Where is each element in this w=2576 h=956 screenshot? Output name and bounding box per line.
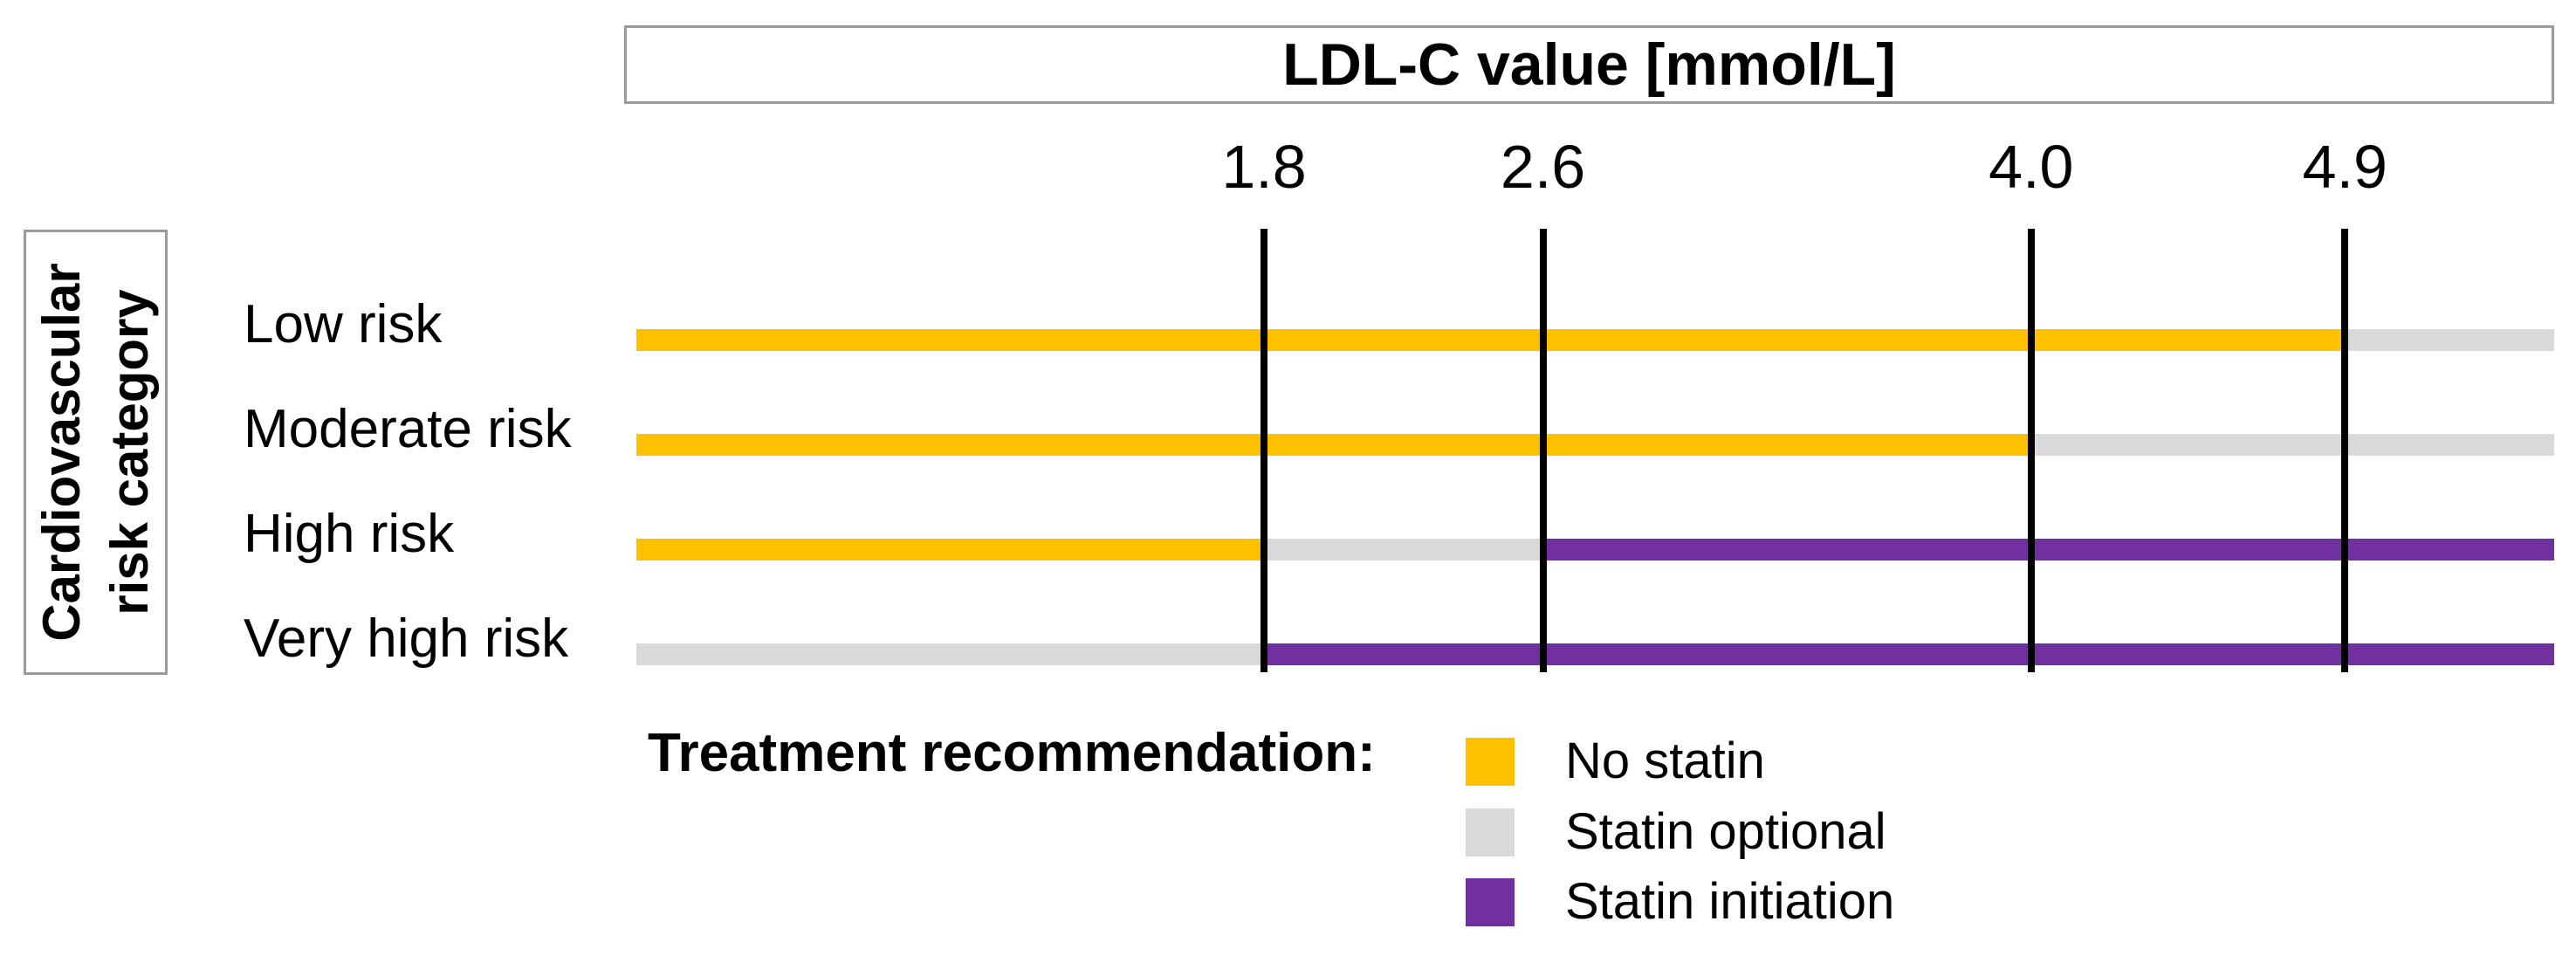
legend-title: Treatment recommendation: [648, 723, 1376, 783]
legend-label: Statin initiation [1565, 873, 1895, 930]
threshold-line [1261, 229, 1268, 672]
treatment-bar-segment [636, 329, 2346, 351]
treatment-bar-segment [1264, 539, 1543, 561]
threshold-line [1539, 229, 1547, 672]
x-axis-title: LDL-C value [mmol/L] [1282, 31, 1896, 98]
x-axis-tick-label: 4.0 [1989, 133, 2074, 201]
y-axis-title: Cardiovascular risk category [28, 263, 164, 642]
category-label: Low risk [244, 294, 443, 354]
treatment-bar-segment [1542, 539, 2554, 561]
legend-swatch [1466, 808, 1515, 856]
threshold-line [2027, 229, 2035, 672]
y-axis-title-line-2: risk category [100, 289, 159, 616]
category-label: High risk [244, 504, 455, 564]
category-label: Moderate risk [244, 399, 572, 459]
treatment-bar-segment [2030, 434, 2554, 456]
x-axis-tick-label: 2.6 [1500, 133, 1586, 201]
y-axis-title-line-1: Cardiovascular [31, 263, 91, 642]
legend-swatch [1466, 738, 1515, 786]
treatment-bar-segment [636, 539, 1265, 561]
x-axis-title-box: LDL-C value [mmol/L] [624, 25, 2554, 104]
legend-swatch [1466, 878, 1515, 926]
treatment-bar-segment [636, 643, 1265, 665]
y-axis-title-box: Cardiovascular risk category [24, 230, 168, 675]
treatment-bar-segment [1264, 643, 2554, 665]
treatment-bar-segment [2345, 329, 2554, 351]
legend-label: No statin [1565, 732, 1765, 789]
category-label: Very high risk [244, 609, 569, 669]
threshold-line [2341, 229, 2349, 672]
treatment-bar-segment [636, 434, 2031, 456]
x-axis-tick-label: 1.8 [1221, 133, 1307, 201]
x-axis-tick-label: 4.9 [2302, 133, 2387, 201]
legend-label: Statin optional [1565, 803, 1886, 860]
